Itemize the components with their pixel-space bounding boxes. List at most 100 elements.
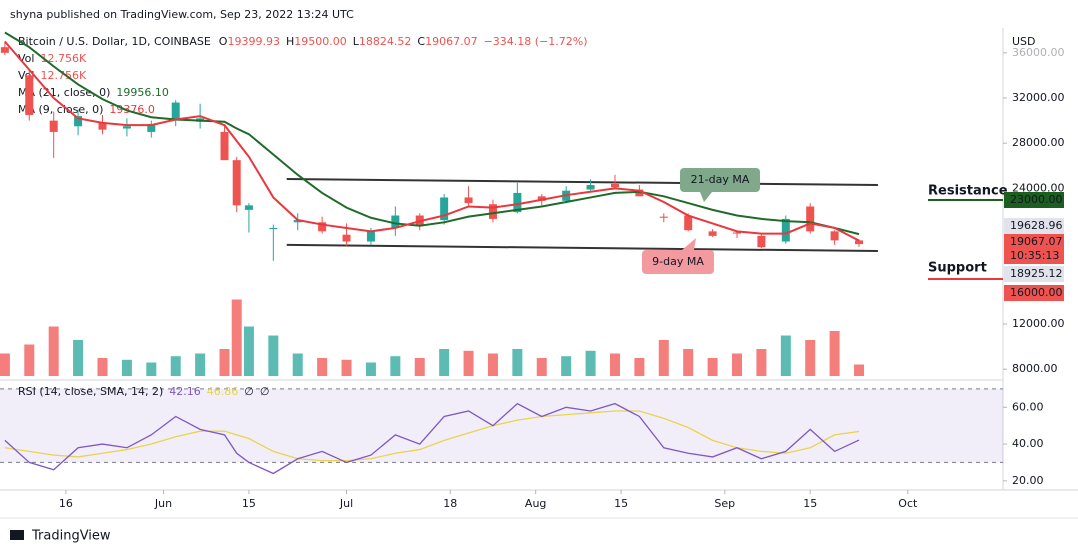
volume-bar [170,356,181,376]
volume-bar [609,353,620,376]
x-tick-label: Sep [714,497,735,510]
candle-body [74,116,83,127]
candle-body [0,47,9,53]
x-tick-label: Jul [339,497,353,510]
y-tick-label: 24000.00 [1012,181,1065,194]
volume-bar [195,353,206,376]
ma-line [4,40,860,242]
x-tick-label: 15 [242,497,256,510]
resistance-label: Resistance [928,184,1008,199]
x-tick-label: 16 [59,497,73,510]
volume-bar [146,362,157,376]
candle-body [586,185,595,190]
volume-bar [585,350,596,376]
candle-body [171,102,180,121]
ohlc-key: O [219,35,228,48]
volume-bar [97,358,108,376]
rsi-title: RSI (14, close, SMA, 14, 2) [18,385,163,398]
channel-line [286,243,878,253]
volume-bar [780,335,791,376]
price-tag [1004,218,1064,234]
support-label: Support [928,261,987,276]
rsi-sma-value: 46.86 [207,385,239,398]
volume-bar [414,358,425,376]
y-tick-label: 12000.00 [1012,317,1065,330]
logo [10,530,24,540]
ma21-label-box [680,168,760,192]
candle-body [293,220,302,223]
volume-bar [634,358,645,376]
volume-bar [341,359,352,376]
volume-bar [121,359,132,376]
price-tag [1004,266,1064,282]
x-tick-label: Oct [898,497,918,510]
indicator-name: MA (9, close, 0) [18,103,103,116]
candle-body [98,122,107,130]
candle-body [684,215,693,231]
price-tag-label: 18925.12 [1010,267,1063,280]
rsi-line [4,402,860,475]
candle-body [122,126,131,129]
volume-bar [463,350,474,376]
rsi-tick-label: 40.00 [1012,437,1044,450]
x-tick-label: Jun [154,497,172,510]
price-tag [1004,192,1064,208]
countdown: 10:35:13 [1010,249,1059,262]
volume-bar [219,349,230,376]
indicator: MA (21, close, 0) 19956.10 [18,86,169,99]
candle-body [464,197,473,204]
volume-bar [390,356,401,376]
candle-body [830,231,839,241]
price-tag-label: 23000.00 [1010,193,1063,206]
price-tag [1004,234,1064,264]
rsi-value: 42.16 [169,385,201,398]
indicator-value: 12.756K [40,69,86,82]
rsi-tick-label: 60.00 [1012,400,1044,413]
volume-bar [561,356,572,376]
volume-bar [756,349,767,376]
candle-body [318,222,327,232]
channel-line [286,178,878,187]
volume-bar [73,340,84,376]
x-tick-label: 15 [614,497,628,510]
change: −334.18 (−1.72%) [484,35,588,48]
x-tick-label: 18 [443,497,457,510]
volume-bar [805,340,816,376]
ma9-label: 9-day MA [652,255,704,268]
ohlc-key: L [353,35,360,48]
candle-body [855,240,864,245]
candle-body [708,231,717,236]
candle-body [537,196,546,201]
price-tag-label: 16000.00 [1010,286,1063,299]
volume-bar [317,358,328,376]
volume-bar [439,349,450,376]
callout-arrow [682,238,696,250]
x-tick-label: Aug [525,497,546,510]
symbol: Bitcoin / U.S. Dollar, 1D, COINBASE [18,35,211,48]
candle-body [244,205,253,210]
candle-body [659,216,668,218]
rsi-legend: RSI (14, close, SMA, 14, 2) 42.16 46.86 ∅ ∅ [18,385,269,398]
rsi-tick-label: 20.00 [1012,474,1044,487]
callout-arrow [700,192,712,202]
rsi-band [0,388,1003,463]
candle-body [781,218,790,242]
volume-bar [854,364,865,376]
candle-body [391,215,400,228]
x-tick-label: 15 [803,497,817,510]
candle-body [25,75,34,115]
candle-body [757,235,766,248]
candle-body [440,197,449,221]
legend: Bitcoin / U.S. Dollar, 1D, COINBASE O1939… [18,35,588,48]
volume-bar [268,335,279,376]
y-tick-label: 28000.00 [1012,136,1065,149]
rsi-extra: ∅ [244,385,254,398]
ohlc-value: 19399.93 [227,35,280,48]
candle-body [49,120,58,132]
price-tag-label: 19628.96 [1010,219,1063,232]
indicator-value: 19376.0 [109,103,155,116]
candle-body [635,189,644,197]
footer-brand: TradingView [31,529,111,544]
